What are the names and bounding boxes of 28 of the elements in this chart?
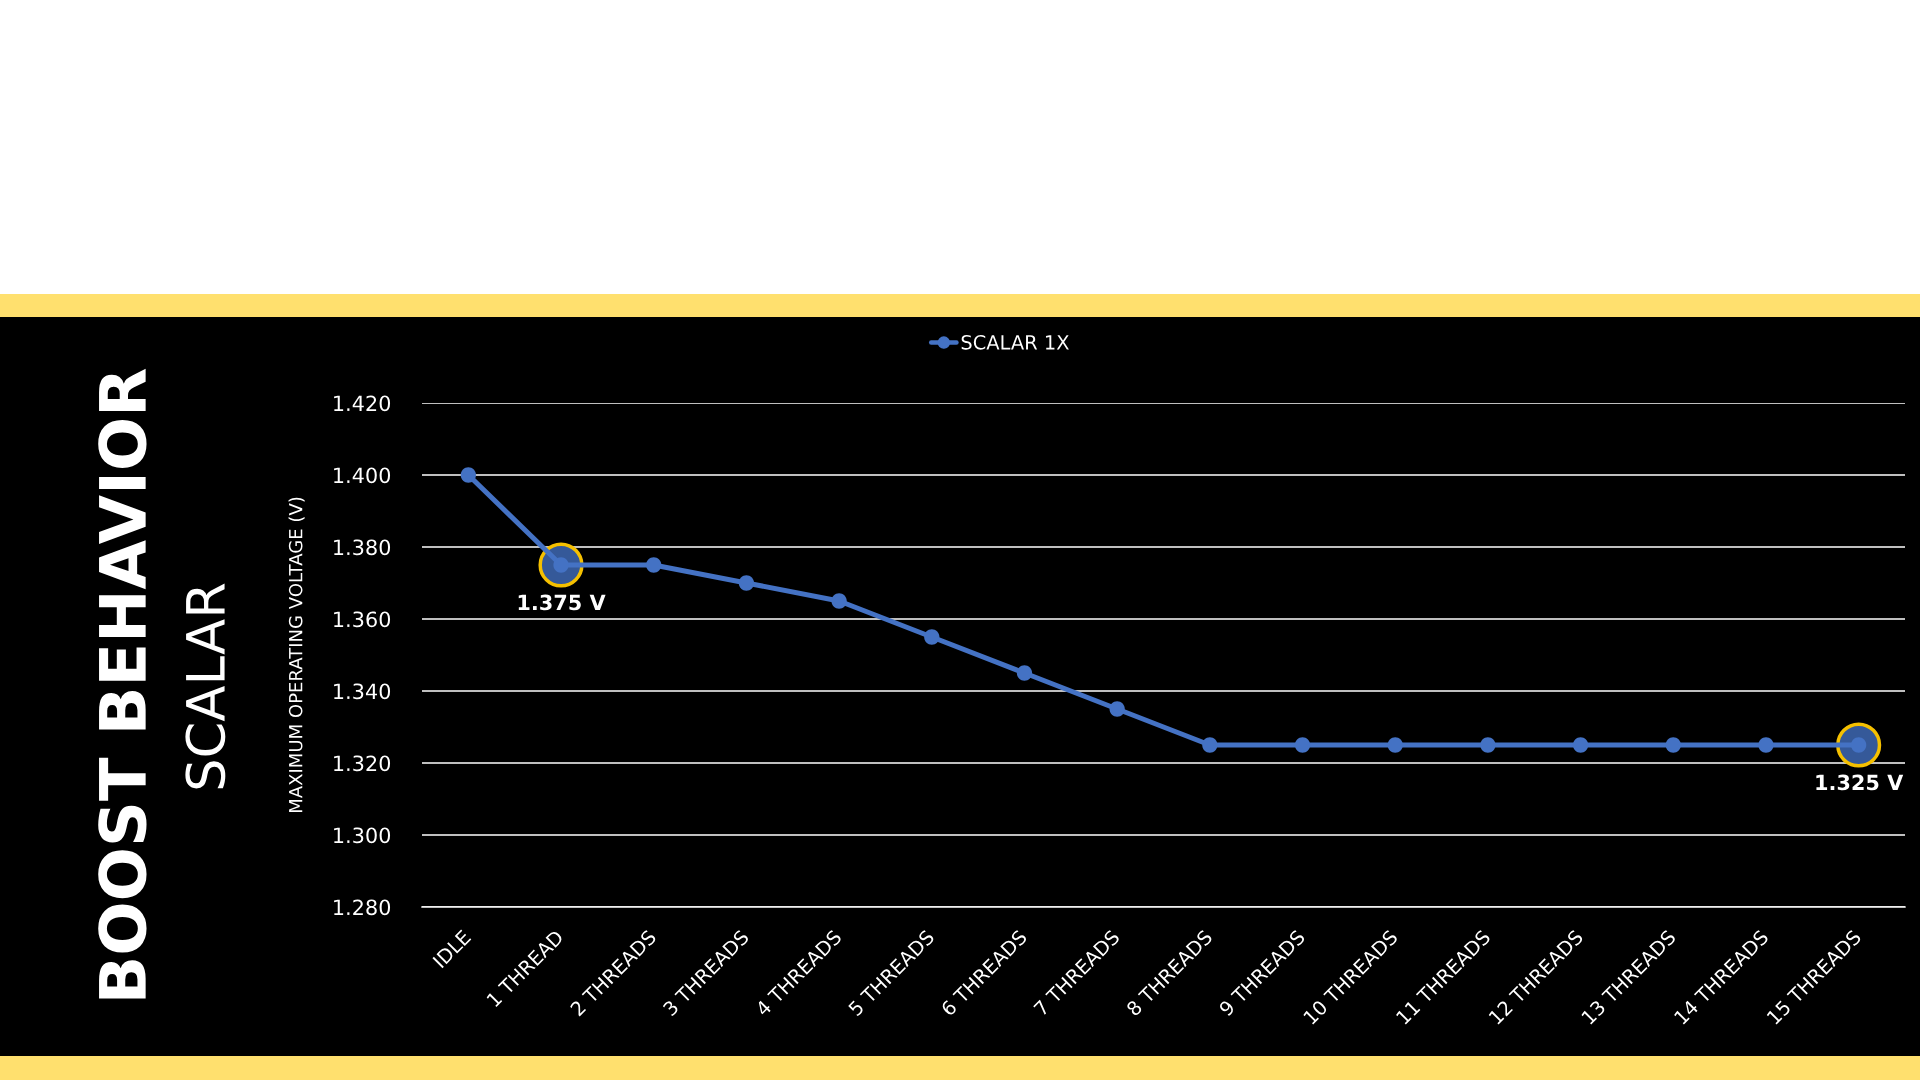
point: [1202, 737, 1218, 753]
y-tick-label: 1.380: [334, 539, 391, 556]
point: [646, 557, 662, 573]
y-tick-label: 1.280: [334, 899, 391, 916]
y-tick-label: 1.300: [334, 827, 391, 844]
y-tick-label: 1.360: [334, 611, 391, 628]
y-tick-label: 1.340: [334, 683, 391, 700]
point: [1387, 737, 1403, 753]
y-axis-title: MAXIMUM OPERATING VOLTAGE (V): [288, 497, 305, 813]
point: [831, 593, 847, 609]
text: SCALAR: [185, 583, 226, 789]
point: [1109, 701, 1125, 717]
data-label: 1.375 V: [518, 594, 606, 611]
data-label: 1.325 V: [1816, 774, 1904, 791]
point: [460, 467, 476, 483]
point: [1572, 737, 1589, 753]
y-tick-label: 1.320: [334, 755, 391, 772]
point: [1016, 665, 1033, 681]
y-tick-label: 1.420: [334, 395, 391, 412]
point: [924, 629, 940, 645]
point: [1480, 737, 1496, 753]
point: [1665, 737, 1681, 753]
point: [1294, 737, 1311, 753]
text: BOOST BEHAVIOR: [98, 368, 147, 999]
point: [738, 575, 755, 591]
legend-label: SCALAR 1X: [961, 334, 1069, 350]
point: [1758, 737, 1774, 753]
y-tick-label: 1.400: [334, 467, 391, 484]
